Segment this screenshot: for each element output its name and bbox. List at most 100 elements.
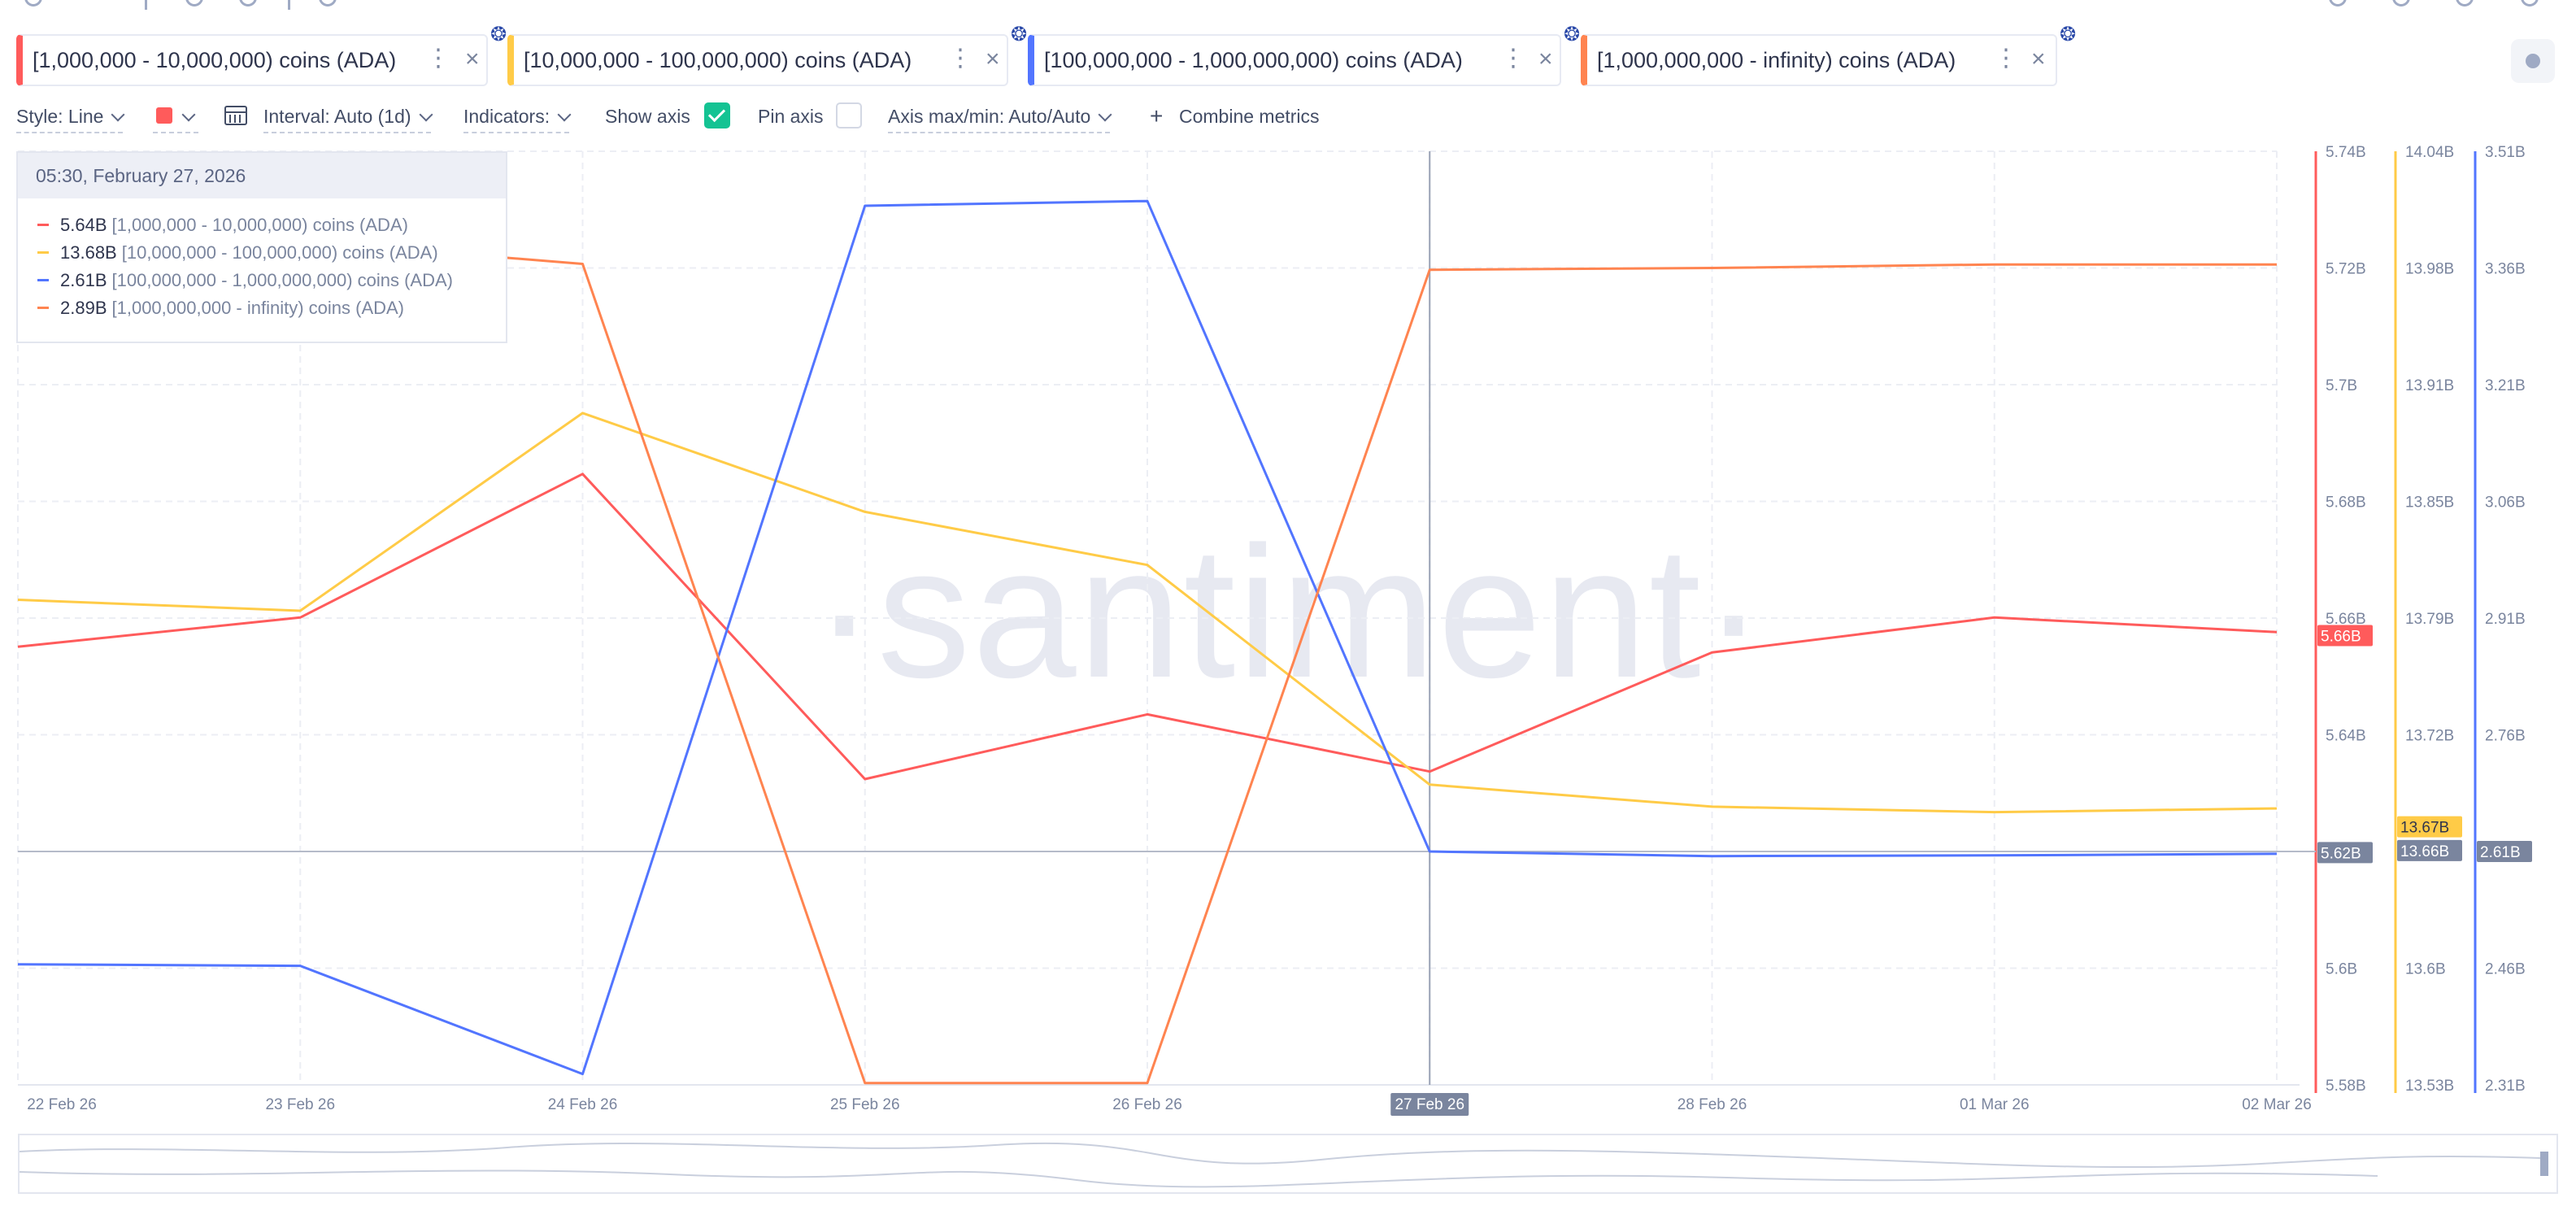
- x-tick-label: 01 Mar 26: [1960, 1096, 2030, 1113]
- x-tick-label: 23 Feb 26: [265, 1096, 335, 1113]
- tooltip-date: 05:30, February 27, 2026: [18, 153, 506, 198]
- y-tick-label: 13.91B: [2405, 377, 2454, 394]
- interval-label: Interval: Auto (1d): [263, 106, 411, 127]
- axis-minmax-label: Axis max/min: Auto/Auto: [888, 106, 1091, 127]
- metric-tab[interactable]: [1,000,000,000 - infinity) coins (ADA) ⋮…: [1581, 24, 2078, 86]
- series-line: [18, 240, 2277, 1085]
- y-axis-badge: [2477, 841, 2532, 862]
- series-marker: [37, 223, 49, 226]
- tooltip-value: 5.64B: [60, 215, 107, 235]
- gear-icon[interactable]: ❂: [2057, 24, 2078, 46]
- close-icon[interactable]: ×: [465, 46, 480, 72]
- color-picker[interactable]: [153, 102, 198, 133]
- metric-tab-label: [1,000,000,000 - infinity) coins (ADA): [1597, 47, 1956, 72]
- combine-metrics-button[interactable]: Combine metrics: [1179, 106, 1320, 127]
- x-tick-label: 22 Feb 26: [27, 1096, 97, 1113]
- y-axis-badge-label: 5.62B: [2321, 845, 2361, 862]
- interval-select[interactable]: Interval: Auto (1d): [263, 102, 433, 133]
- y-tick-label: 5.58B: [2326, 1078, 2366, 1095]
- y-tick-label: 5.64B: [2326, 728, 2366, 745]
- y-axis-badge-label: 13.66B: [2400, 843, 2449, 860]
- tooltip: 05:30, February 27, 2026 5.64B [1,000,000…: [16, 151, 507, 343]
- tooltip-series-name: [1,000,000,000 - infinity) coins (ADA): [111, 298, 405, 318]
- y-tick-label: 5.66B: [2326, 611, 2366, 628]
- more-vertical-icon[interactable]: ⋮: [1501, 45, 1525, 72]
- x-tick-label: 24 Feb 26: [548, 1096, 618, 1113]
- metric-tab[interactable]: [1,000,000 - 10,000,000) coins (ADA) ⋮ ×…: [16, 24, 509, 86]
- indicators-select[interactable]: Indicators:: [463, 102, 572, 133]
- plus-icon: +: [1150, 103, 1164, 128]
- y-tick-label: 2.91B: [2485, 611, 2526, 628]
- series-line: [17, 472, 2278, 781]
- y-tick-label: 13.85B: [2405, 494, 2454, 512]
- y-axis-badge-label: 2.61B: [2480, 844, 2521, 861]
- close-icon[interactable]: ×: [2031, 46, 2046, 72]
- more-vertical-icon[interactable]: ⋮: [426, 45, 450, 72]
- metric-tab-label: [1,000,000 - 10,000,000) coins (ADA): [33, 47, 397, 72]
- y-tick-label: 5.6B: [2326, 961, 2357, 978]
- y-axis-badge-label: 5.66B: [2321, 629, 2361, 646]
- style-select[interactable]: Style: Line: [16, 102, 125, 133]
- y-tick-label: 13.72B: [2405, 728, 2454, 745]
- more-vertical-icon[interactable]: ⋮: [948, 45, 973, 72]
- y-axis-badge: [2397, 816, 2462, 838]
- x-tick-label: 25 Feb 26: [830, 1096, 900, 1113]
- y-tick-label: 2.46B: [2485, 961, 2526, 978]
- y-tick-label: 14.04B: [2405, 144, 2454, 161]
- pin-axis-checkbox[interactable]: [836, 102, 862, 128]
- gear-icon[interactable]: ❂: [1008, 24, 1029, 46]
- tooltip-row: 2.61B [100,000,000 - 1,000,000,000) coins…: [37, 270, 453, 291]
- metric-tab[interactable]: [100,000,000 - 1,000,000,000) coins (ADA…: [1028, 24, 1582, 86]
- close-icon[interactable]: ×: [1538, 46, 1553, 72]
- metric-tab-label: [100,000,000 - 1,000,000,000) coins (ADA…: [1044, 47, 1463, 72]
- chart-navigator[interactable]: [18, 1134, 2558, 1194]
- y-tick-label: 5.72B: [2326, 261, 2366, 278]
- more-vertical-icon[interactable]: ⋮: [1994, 45, 2018, 72]
- axis-minmax-select[interactable]: Axis max/min: Auto/Auto: [888, 102, 1112, 133]
- y-tick-label: 3.21B: [2485, 377, 2526, 394]
- pin-axis-label: Pin axis: [758, 106, 824, 127]
- y-axis-badge-label: 13.67B: [2400, 820, 2449, 837]
- series-line: [17, 412, 2278, 814]
- y-axis-badge: [2317, 625, 2373, 647]
- y-tick-label: 13.53B: [2405, 1078, 2454, 1095]
- y-tick-label: 2.76B: [2485, 728, 2526, 745]
- tooltip-value: 13.68B: [60, 242, 117, 263]
- record-dot-button[interactable]: [2511, 39, 2555, 83]
- x-tick-label: 26 Feb 26: [1112, 1096, 1182, 1113]
- tooltip-value: 2.89B: [60, 298, 107, 318]
- show-axis-label: Show axis: [605, 106, 690, 127]
- watermark: ·santiment·: [813, 507, 1767, 716]
- series-marker: [37, 250, 49, 254]
- metric-tab[interactable]: [10,000,000 - 100,000,000) coins (ADA) ⋮…: [507, 24, 1029, 86]
- close-icon[interactable]: ×: [986, 46, 1000, 72]
- series-marker: [37, 278, 49, 281]
- tooltip-row: 5.64B [1,000,000 - 10,000,000) coins (ADA…: [37, 215, 408, 236]
- tooltip-series-name: [10,000,000 - 100,000,000) coins (ADA): [121, 242, 438, 263]
- x-tick-label: 28 Feb 26: [1677, 1096, 1747, 1113]
- y-tick-label: 3.36B: [2485, 261, 2526, 278]
- color-swatch[interactable]: [156, 107, 172, 124]
- y-tick-label: 5.74B: [2326, 144, 2366, 161]
- y-tick-label: 5.68B: [2326, 494, 2366, 512]
- gear-icon[interactable]: ❂: [488, 24, 509, 46]
- series-marker: [37, 306, 49, 309]
- check-icon[interactable]: [704, 102, 730, 128]
- x-tick-label: 27 Feb 26: [1395, 1096, 1464, 1113]
- y-axis-badge: [2397, 839, 2462, 861]
- metric-tab-label: [10,000,000 - 100,000,000) coins (ADA): [524, 47, 912, 72]
- y-tick-label: 5.7B: [2326, 377, 2357, 394]
- tooltip-row: 13.68B [10,000,000 - 100,000,000) coins (…: [37, 242, 438, 263]
- calendar-icon: [224, 106, 247, 125]
- divider: [288, 0, 290, 10]
- style-label: Style: Line: [16, 106, 104, 127]
- x-tick-highlight: [1390, 1093, 1469, 1116]
- divider: [145, 0, 147, 10]
- y-axis-badge: [2317, 842, 2373, 864]
- gear-icon[interactable]: ❂: [1561, 24, 1582, 46]
- series-line: [17, 199, 2278, 1076]
- tooltip-series-name: [1,000,000 - 10,000,000) coins (ADA): [111, 215, 408, 235]
- tooltip-row: 2.89B [1,000,000,000 - infinity) coins (A…: [37, 298, 404, 319]
- y-tick-label: 3.06B: [2485, 494, 2526, 512]
